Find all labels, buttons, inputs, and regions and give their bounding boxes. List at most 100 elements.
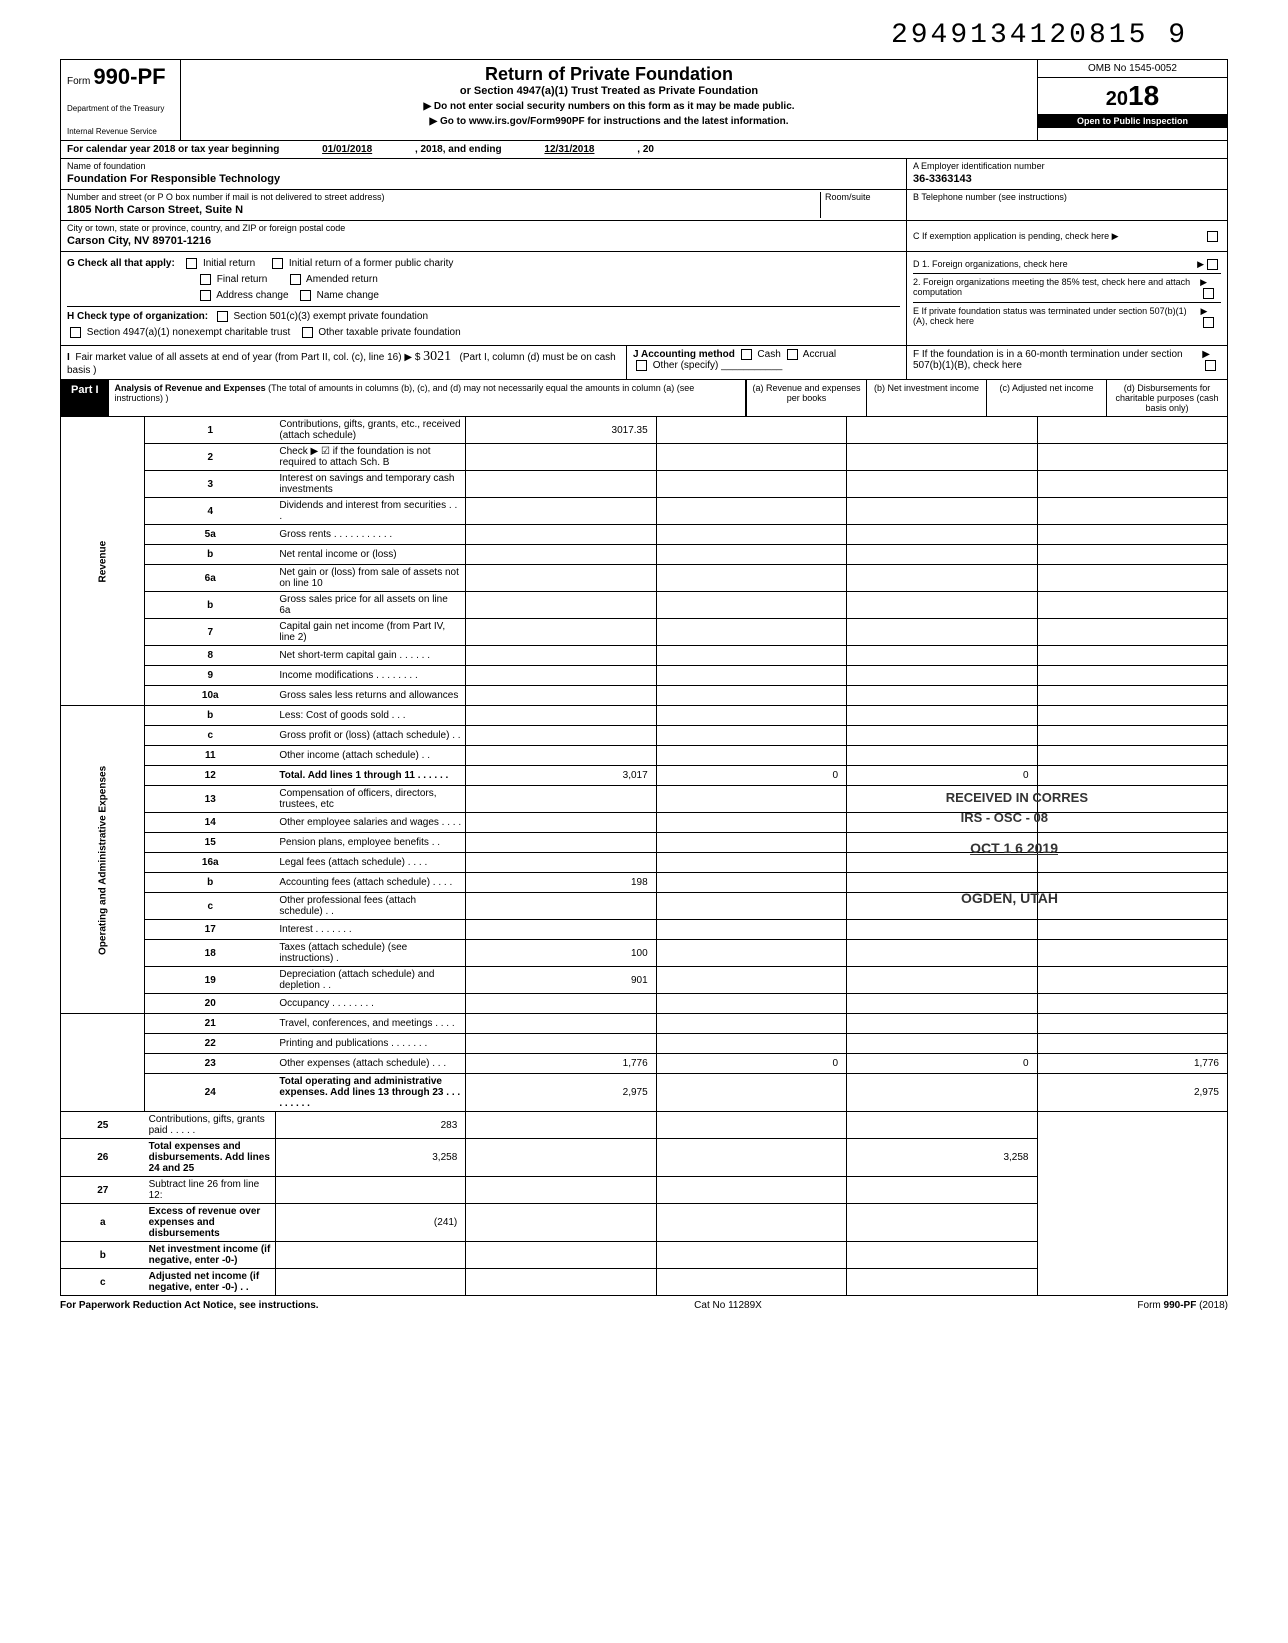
value-cell: 0 bbox=[656, 1054, 846, 1074]
table-row: bAccounting fees (attach schedule) . . .… bbox=[61, 873, 1228, 893]
former-charity-checkbox[interactable] bbox=[272, 258, 283, 269]
table-row: 6aNet gain or (loss) from sale of assets… bbox=[61, 565, 1228, 592]
header-center: Return of Private Foundation or Section … bbox=[181, 60, 1037, 140]
4947-checkbox[interactable] bbox=[70, 327, 81, 338]
d2-checkbox[interactable] bbox=[1203, 288, 1214, 299]
value-cell bbox=[466, 666, 656, 686]
line-description: Less: Cost of goods sold . . . bbox=[275, 706, 465, 726]
d1-checkbox[interactable] bbox=[1207, 259, 1218, 270]
cash-checkbox[interactable] bbox=[741, 349, 752, 360]
value-cell bbox=[466, 525, 656, 545]
line-number: 19 bbox=[145, 967, 276, 994]
line-number: 7 bbox=[145, 619, 276, 646]
value-cell bbox=[1037, 444, 1228, 471]
name-change-checkbox[interactable] bbox=[300, 290, 311, 301]
value-cell bbox=[466, 498, 656, 525]
address-value: 1805 North Carson Street, Suite N bbox=[67, 202, 820, 218]
line-description: Net investment income (if negative, ente… bbox=[145, 1242, 276, 1269]
value-cell bbox=[1037, 920, 1228, 940]
exempt-checkbox[interactable] bbox=[1207, 231, 1218, 242]
line-number: 27 bbox=[61, 1177, 145, 1204]
value-cell bbox=[656, 967, 846, 994]
col-a-header: (a) Revenue and expenses per books bbox=[747, 380, 867, 416]
line-number: b bbox=[61, 1242, 145, 1269]
amended-return-checkbox[interactable] bbox=[290, 274, 301, 285]
tax-year: 2018 bbox=[1038, 78, 1227, 114]
value-cell bbox=[1037, 746, 1228, 766]
line-description: Contributions, gifts, grants paid . . . … bbox=[145, 1112, 276, 1139]
value-cell bbox=[847, 813, 1037, 833]
room-label: Room/suite bbox=[825, 192, 900, 202]
exempt-label: C If exemption application is pending, c… bbox=[913, 231, 1119, 242]
value-cell bbox=[656, 786, 846, 813]
form-number: 990-PF bbox=[93, 64, 165, 89]
city-value: Carson City, NV 89701-1216 bbox=[67, 233, 900, 249]
table-row: Operating and Administrative ExpensesbLe… bbox=[61, 706, 1228, 726]
other-method-checkbox[interactable] bbox=[636, 360, 647, 371]
address-phone-row: Number and street (or P O box number if … bbox=[60, 189, 1228, 220]
initial-return-checkbox[interactable] bbox=[186, 258, 197, 269]
value-cell bbox=[1037, 813, 1228, 833]
value-cell bbox=[656, 746, 846, 766]
table-row: 7Capital gain net income (from Part IV, … bbox=[61, 619, 1228, 646]
line-description: Gross rents . . . . . . . . . . . bbox=[275, 525, 465, 545]
value-cell bbox=[847, 471, 1037, 498]
501c3-checkbox[interactable] bbox=[217, 311, 228, 322]
line-description: Pension plans, employee benefits . . bbox=[275, 833, 465, 853]
year-end: 12/31/2018 bbox=[504, 144, 634, 155]
table-row: Revenue1Contributions, gifts, grants, et… bbox=[61, 417, 1228, 444]
value-cell bbox=[847, 873, 1037, 893]
e-checkbox[interactable] bbox=[1203, 317, 1214, 328]
line-description: Check ▶ ☑ if the foundation is not requi… bbox=[275, 444, 465, 471]
table-row: cOther professional fees (attach schedul… bbox=[61, 893, 1228, 920]
value-cell bbox=[656, 940, 846, 967]
address-label: Number and street (or P O box number if … bbox=[67, 192, 820, 202]
phone-label: B Telephone number (see instructions) bbox=[913, 192, 1221, 202]
value-cell bbox=[1037, 686, 1228, 706]
value-cell: (241) bbox=[275, 1204, 465, 1242]
table-row: 26Total expenses and disbursements. Add … bbox=[61, 1139, 1228, 1177]
value-cell bbox=[1037, 786, 1228, 813]
line-number: 9 bbox=[145, 666, 276, 686]
value-cell bbox=[275, 1269, 465, 1296]
line-number: a bbox=[61, 1204, 145, 1242]
value-cell bbox=[847, 525, 1037, 545]
value-cell bbox=[466, 686, 656, 706]
line-number: 16a bbox=[145, 853, 276, 873]
table-row: 16aLegal fees (attach schedule) . . . . bbox=[61, 853, 1228, 873]
value-cell bbox=[1037, 706, 1228, 726]
line-description: Dividends and interest from securities .… bbox=[275, 498, 465, 525]
line-description: Excess of revenue over expenses and disb… bbox=[145, 1204, 276, 1242]
other-taxable-checkbox[interactable] bbox=[302, 327, 313, 338]
value-cell bbox=[656, 1269, 846, 1296]
line-number: b bbox=[145, 592, 276, 619]
line-number: 1 bbox=[145, 417, 276, 444]
final-return-checkbox[interactable] bbox=[200, 274, 211, 285]
table-row: bNet investment income (if negative, ent… bbox=[61, 1242, 1228, 1269]
f-checkbox[interactable] bbox=[1205, 360, 1216, 371]
value-cell bbox=[847, 498, 1037, 525]
value-cell bbox=[847, 666, 1037, 686]
value-cell bbox=[656, 646, 846, 666]
value-cell bbox=[466, 893, 656, 920]
value-cell bbox=[847, 686, 1037, 706]
line-number: 12 bbox=[145, 766, 276, 786]
disclosure-badge: Open to Public Inspection bbox=[1038, 114, 1227, 128]
footer-right: Form 990-PF (2018) bbox=[1137, 1300, 1228, 1311]
value-cell bbox=[656, 1139, 846, 1177]
value-cell bbox=[847, 1074, 1037, 1112]
accrual-checkbox[interactable] bbox=[787, 349, 798, 360]
value-cell bbox=[1037, 967, 1228, 994]
value-cell bbox=[847, 1034, 1037, 1054]
value-cell bbox=[847, 592, 1037, 619]
table-row: 22Printing and publications . . . . . . … bbox=[61, 1034, 1228, 1054]
value-cell bbox=[656, 813, 846, 833]
value-cell bbox=[466, 1139, 656, 1177]
line-number: 6a bbox=[145, 565, 276, 592]
value-cell bbox=[656, 1034, 846, 1054]
value-cell bbox=[847, 786, 1037, 813]
col-c-header: (c) Adjusted net income bbox=[987, 380, 1107, 416]
address-change-checkbox[interactable] bbox=[200, 290, 211, 301]
ein-value: 36-3363143 bbox=[913, 171, 1221, 187]
value-cell bbox=[847, 1242, 1037, 1269]
